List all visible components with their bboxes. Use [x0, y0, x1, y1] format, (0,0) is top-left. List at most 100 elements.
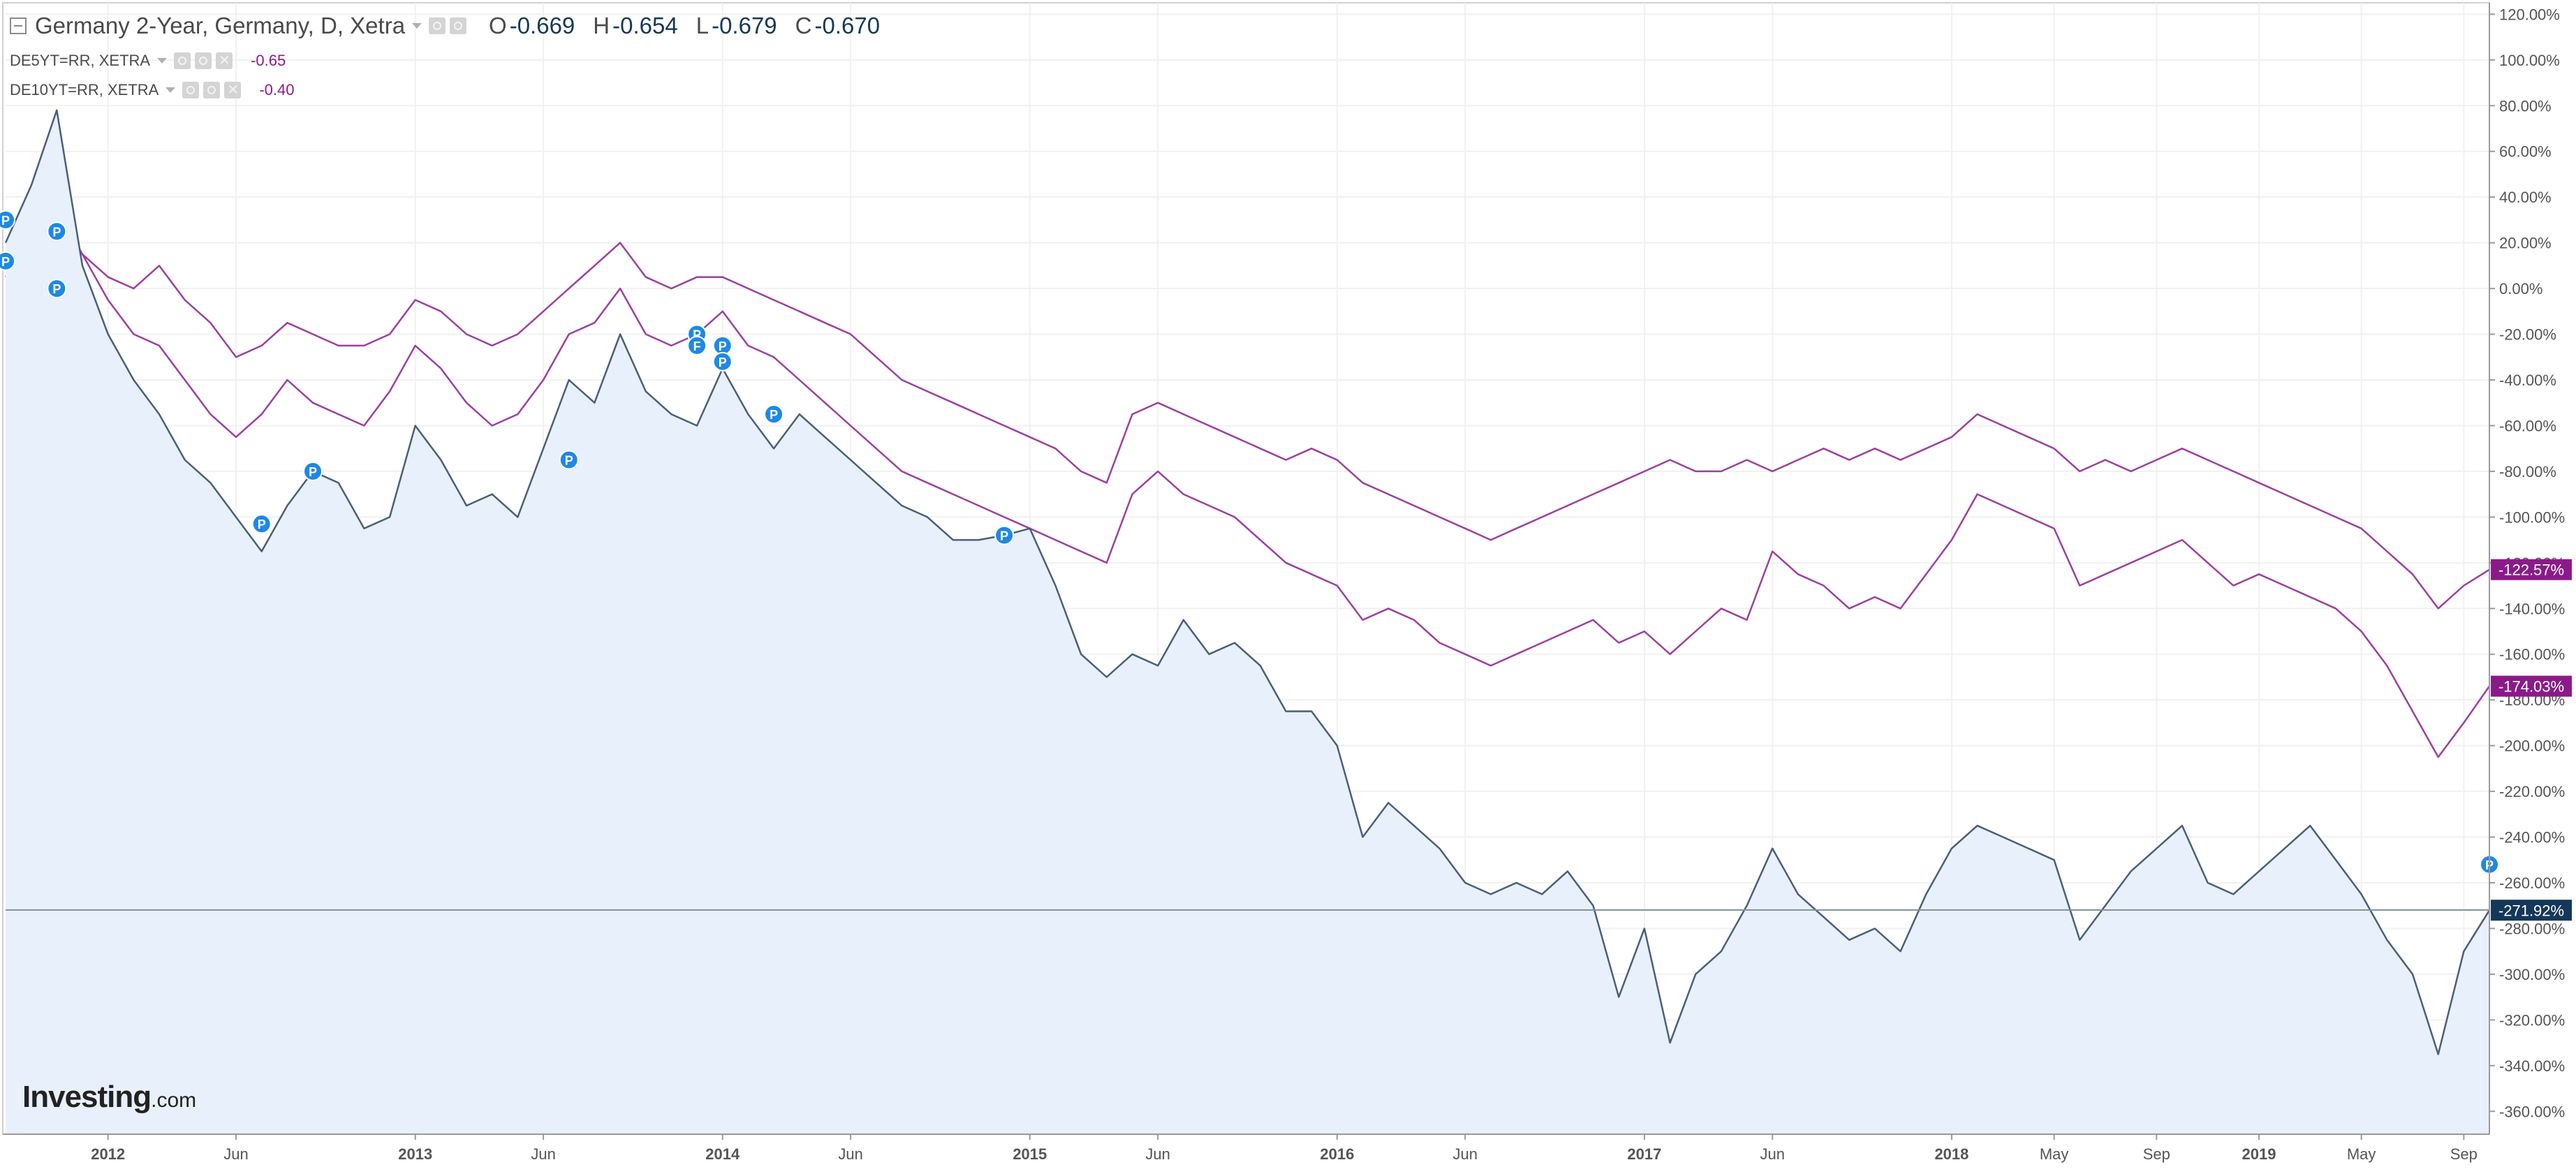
- compare-menu-caret-icon[interactable]: [157, 58, 168, 64]
- event-marker-label: P: [719, 339, 727, 353]
- investing-logo: Investing.com: [22, 1080, 196, 1115]
- series-layer: [4, 109, 2491, 1134]
- y-tick-label: -80.00%: [2499, 463, 2556, 480]
- y-tick-label: -260.00%: [2499, 874, 2565, 892]
- x-tick-label: Jun: [838, 1145, 862, 1163]
- y-tick-label: 0.00%: [2499, 280, 2542, 298]
- y-tick-label: 80.00%: [2499, 97, 2552, 115]
- y-tick-label: -220.00%: [2499, 783, 2565, 800]
- collapse-legend-icon[interactable]: [10, 17, 27, 34]
- event-marker-label: P: [770, 408, 778, 422]
- event-marker-label: P: [52, 282, 61, 296]
- compare-menu-caret-icon[interactable]: [165, 87, 176, 93]
- series-menu-caret-icon[interactable]: [412, 23, 422, 29]
- event-marker[interactable]: [303, 461, 323, 481]
- compare-series-line[interactable]: [4, 219, 2490, 610]
- visibility-toggle-icon[interactable]: [182, 82, 200, 98]
- event-marker[interactable]: [994, 525, 1015, 545]
- remove-series-icon[interactable]: [216, 52, 233, 69]
- settings-gear-icon[interactable]: [195, 52, 212, 69]
- x-axis: 2012 Jun 2013 Jun 2014 Jun 2015 Jun 2016 Jun 2017 J…: [3, 1133, 2489, 1163]
- y-tick-label: -360.00%: [2499, 1103, 2565, 1120]
- event-marker[interactable]: [712, 351, 733, 372]
- event-marker[interactable]: [0, 210, 15, 230]
- event-marker[interactable]: [47, 279, 67, 299]
- last-value-label: -122.57%: [2498, 562, 2564, 579]
- compare-value: -0.40: [259, 81, 295, 98]
- last-value-badges: -271.92% -174.03% -122.57%: [2491, 559, 2572, 921]
- last-value-label: -271.92%: [2498, 902, 2564, 919]
- event-marker-layer: PPPPPPPPFPPPPP: [0, 210, 2499, 874]
- event-marker[interactable]: [559, 450, 579, 470]
- y-tick-label: -60.00%: [2499, 417, 2556, 434]
- x-tick-label: 2014: [705, 1145, 740, 1163]
- x-tick-label: 2016: [1320, 1145, 1354, 1163]
- x-tick-label: Jun: [531, 1145, 555, 1163]
- visibility-toggle-icon[interactable]: [174, 52, 191, 69]
- visibility-toggle-icon[interactable]: [429, 17, 446, 34]
- logo-domain: .com: [151, 1089, 197, 1112]
- event-marker-label: P: [258, 518, 266, 531]
- y-tick-label: 100.00%: [2499, 52, 2560, 69]
- y-tick-label: -200.00%: [2499, 738, 2565, 755]
- x-tick-label: May: [2347, 1145, 2376, 1163]
- ohlc-high-label: H: [593, 13, 610, 38]
- y-tick-label: -160.00%: [2499, 646, 2565, 663]
- y-tick-label: -300.00%: [2499, 966, 2565, 983]
- compare-symbol-label: DE10YT=RR, XETRA: [10, 81, 159, 98]
- logo-name: Investing: [22, 1080, 152, 1114]
- y-tick-label: -20.00%: [2499, 326, 2556, 344]
- y-tick-label: -340.00%: [2499, 1057, 2565, 1075]
- compare-legend-de10y: DE10YT=RR, XETRA -0.40: [10, 81, 295, 99]
- y-tick-label: -240.00%: [2499, 829, 2565, 846]
- x-tick-label: Jun: [1145, 1145, 1170, 1163]
- x-tick-label: 2019: [2242, 1145, 2276, 1163]
- compare-series-line[interactable]: [4, 207, 2491, 758]
- ohlc-close-value: -0.670: [814, 13, 881, 38]
- event-marker[interactable]: [687, 335, 707, 355]
- x-tick-label: Jun: [1452, 1145, 1477, 1163]
- ohlc-low-label: L: [695, 13, 709, 38]
- main-series-line[interactable]: [4, 109, 2491, 1055]
- x-tick-label: Jun: [1760, 1145, 1784, 1163]
- event-marker[interactable]: [47, 221, 67, 242]
- event-marker[interactable]: [0, 251, 15, 271]
- event-marker-label: P: [52, 225, 61, 239]
- y-tick-label: 60.00%: [2499, 143, 2552, 161]
- settings-gear-icon[interactable]: [203, 82, 221, 98]
- y-tick-label: 40.00%: [2499, 189, 2552, 206]
- last-value-badge: [2491, 559, 2572, 580]
- settings-gear-icon[interactable]: [450, 17, 467, 34]
- event-marker[interactable]: [251, 514, 272, 534]
- last-value-badge: [2491, 900, 2572, 921]
- event-marker-label: P: [1, 255, 10, 269]
- y-tick-label: -100.00%: [2499, 508, 2565, 526]
- event-marker[interactable]: [764, 404, 784, 425]
- last-value-label: -174.03%: [2498, 678, 2564, 696]
- ohlc-close-label: C: [795, 13, 812, 38]
- main-series-area: [6, 110, 2489, 1134]
- x-tick-label: Sep: [2450, 1145, 2478, 1163]
- last-value-badge: [2491, 675, 2572, 697]
- y-tick-label: -320.00%: [2499, 1011, 2565, 1029]
- x-tick-label: 2018: [1934, 1145, 1968, 1163]
- event-marker-label: F: [693, 339, 701, 353]
- ohlc-high-value: -0.654: [612, 13, 678, 38]
- y-tick-label: 120.00%: [2499, 6, 2560, 23]
- ohlc-low-value: -0.679: [712, 13, 777, 38]
- event-marker-label: P: [1000, 529, 1008, 543]
- compare-legend-de5y: DE5YT=RR, XETRA -0.65: [10, 52, 286, 70]
- y-tick-label: -140.00%: [2499, 600, 2565, 617]
- event-marker-label: P: [719, 355, 727, 369]
- ohlc-open-value: -0.669: [509, 13, 575, 38]
- main-legend: Germany 2-Year, Germany, D, Xetra O -0.6…: [10, 13, 880, 39]
- compare-value: -0.65: [251, 52, 286, 69]
- ohlc-open-label: O: [489, 13, 507, 38]
- remove-series-icon[interactable]: [224, 81, 242, 98]
- x-tick-label: Jun: [223, 1145, 248, 1163]
- chart-title: Germany 2-Year, Germany, D, Xetra: [35, 13, 406, 38]
- x-tick-label: Sep: [2143, 1145, 2170, 1163]
- compare-symbol-label: DE5YT=RR, XETRA: [10, 52, 151, 69]
